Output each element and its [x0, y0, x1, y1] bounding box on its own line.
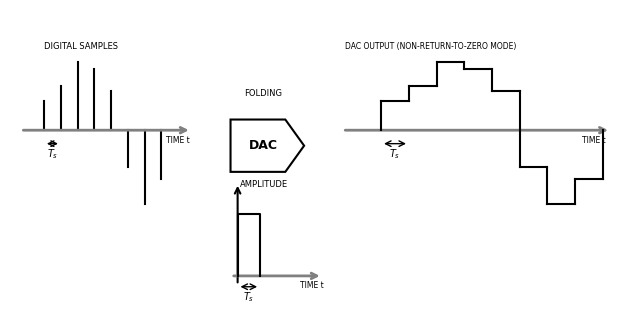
Text: TIME t: TIME t	[299, 281, 323, 290]
Text: DAC: DAC	[248, 139, 278, 152]
Text: $T_s$: $T_s$	[243, 290, 255, 304]
Text: TIME t: TIME t	[582, 136, 606, 145]
Text: AMPLITUDE: AMPLITUDE	[240, 180, 288, 189]
Text: $T_s$: $T_s$	[47, 147, 58, 161]
Text: DAC OUTPUT (NON-RETURN-TO-ZERO MODE): DAC OUTPUT (NON-RETURN-TO-ZERO MODE)	[345, 42, 516, 51]
Text: $T_s$: $T_s$	[389, 147, 401, 161]
Text: FOLDING: FOLDING	[244, 89, 282, 98]
Text: DIGITAL SAMPLES: DIGITAL SAMPLES	[44, 42, 118, 51]
Text: TIME t: TIME t	[166, 136, 190, 145]
